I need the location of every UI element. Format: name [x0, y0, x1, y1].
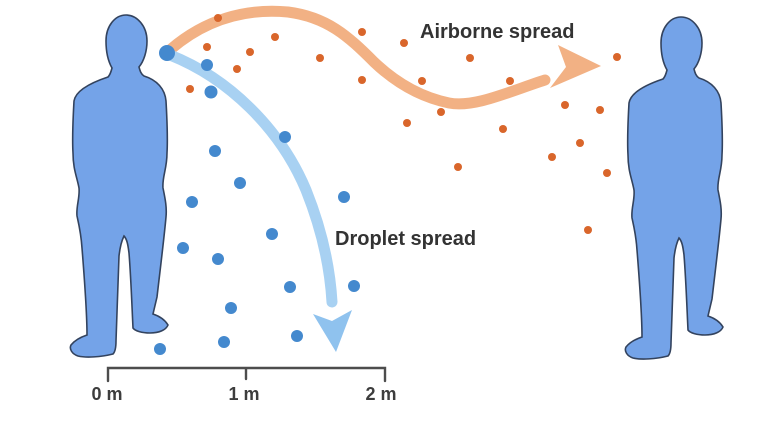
droplet-arrow-shaft — [164, 49, 338, 308]
airborne-particle-dot — [576, 139, 584, 147]
airborne-particle-dot — [271, 33, 279, 41]
airborne-particle-dot — [403, 119, 411, 127]
airborne-spread-arrow — [165, 5, 601, 110]
droplet-arrowhead-icon — [313, 310, 352, 352]
droplet-particle-dot — [291, 330, 303, 342]
airborne-particle-dot — [437, 108, 445, 116]
airborne-particle-dot — [246, 48, 254, 56]
airborne-arrowhead-icon — [550, 45, 601, 88]
airborne-particle-dot — [358, 76, 366, 84]
droplet-particle-dot — [284, 281, 296, 293]
droplet-particle-dot — [225, 302, 237, 314]
droplet-particle-dot — [159, 45, 175, 61]
scale-label-2m: 2 m — [365, 384, 397, 404]
droplet-particle-dot — [177, 242, 189, 254]
exposed-person-figure — [624, 16, 724, 360]
droplet-particle-dot — [204, 85, 218, 99]
droplet-particle-dot — [201, 59, 213, 71]
scale-label-1m: 1 m — [228, 384, 260, 404]
droplet-particle-dot — [154, 343, 166, 355]
airborne-spread-label: Airborne spread — [420, 21, 575, 43]
airborne-particle-dot — [214, 14, 222, 22]
airborne-particle-dot — [400, 39, 408, 47]
airborne-particle-dot — [186, 85, 194, 93]
airborne-particle-dot — [358, 28, 366, 36]
airborne-particle-dot — [233, 65, 241, 73]
droplet-spread-label: Droplet spread — [335, 228, 477, 250]
airborne-particle-dot — [499, 125, 507, 133]
airborne-particle-dot — [613, 53, 621, 61]
droplet-particle-dot — [234, 177, 246, 189]
droplet-particle-dot — [209, 145, 221, 157]
distance-scale-bracket — [106, 366, 387, 383]
airborne-arrow-shaft — [165, 5, 551, 110]
airborne-particles — [186, 14, 621, 234]
droplet-particle-dot — [266, 228, 278, 240]
airborne-particle-dot — [548, 153, 556, 161]
airborne-particle-dot — [316, 54, 324, 62]
airborne-particle-dot — [454, 163, 462, 171]
droplet-particle-dot — [212, 253, 224, 265]
airborne-particle-dot — [418, 77, 426, 85]
droplet-particle-dot — [186, 196, 198, 208]
droplet-particle-dot — [348, 280, 360, 292]
droplet-particle-dot — [218, 336, 230, 348]
airborne-particle-dot — [506, 77, 514, 85]
droplet-particle-dot — [338, 191, 350, 203]
airborne-particle-dot — [596, 106, 604, 114]
droplet-spread-arrow — [164, 49, 352, 352]
airborne-particle-dot — [203, 43, 211, 51]
airborne-particle-dot — [584, 226, 592, 234]
airborne-particle-dot — [561, 101, 569, 109]
droplet-particles — [154, 45, 360, 355]
airborne-particle-dot — [466, 54, 474, 62]
infected-person-figure — [69, 14, 169, 358]
scale-label-0m: 0 m — [91, 384, 123, 404]
airborne-particle-dot — [603, 169, 611, 177]
droplet-particle-dot — [279, 131, 291, 143]
